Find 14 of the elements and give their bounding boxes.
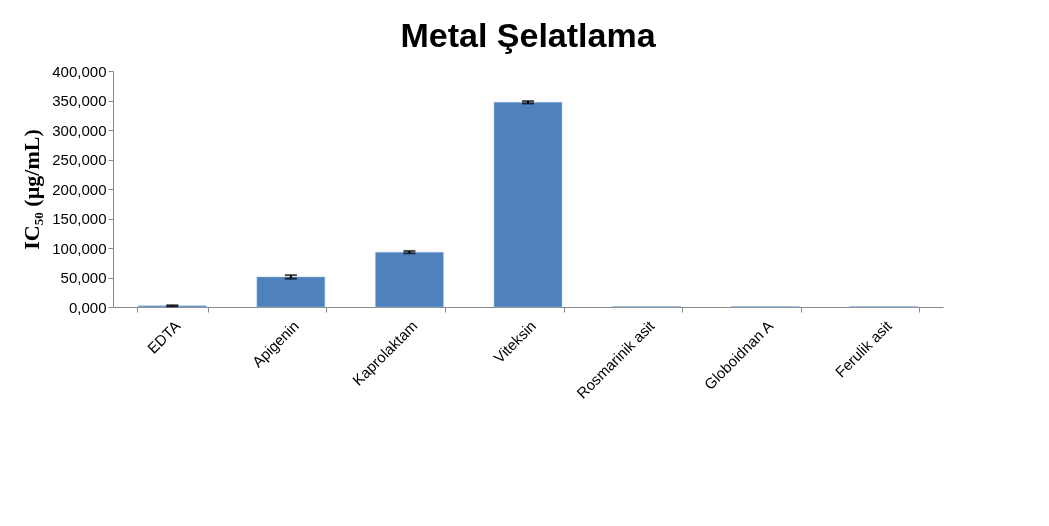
- y-tick-label: 300,000: [52, 121, 107, 139]
- y-axis-title: IC₅₀ (µg/mL): [19, 129, 45, 250]
- bar: [493, 102, 563, 308]
- y-tick-label: 250,000: [52, 151, 107, 168]
- y-tick-label: 350,000: [52, 92, 107, 109]
- y-tick-label: 50,000: [60, 269, 107, 286]
- y-tick-label: 200,000: [52, 180, 107, 198]
- chart-title: Metal Şelatlama: [400, 16, 657, 54]
- bar: [375, 251, 444, 308]
- y-tick-label: 400,000: [52, 62, 107, 80]
- y-tick-label: 150,000: [52, 210, 107, 227]
- y-tick-label: 0,000: [68, 298, 107, 316]
- y-tick-label: 100,000: [52, 239, 107, 257]
- bar: [256, 276, 326, 308]
